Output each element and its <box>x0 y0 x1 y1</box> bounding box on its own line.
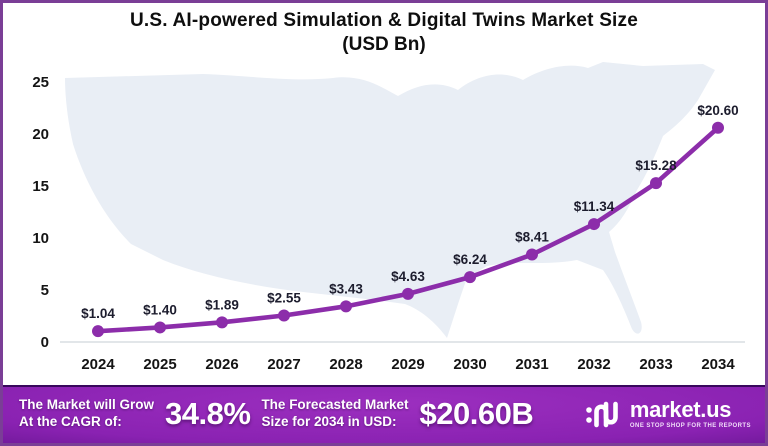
data-label-2027: $2.55 <box>267 290 301 305</box>
data-label-2028: $3.43 <box>329 281 363 296</box>
data-point-2027 <box>278 309 290 322</box>
data-point-2034 <box>712 121 724 134</box>
x-axis-label-2026: 2026 <box>205 356 238 373</box>
forecast-label-line1: The Forecasted Market <box>261 397 409 413</box>
x-axis-label-2024: 2024 <box>81 356 115 373</box>
chart-title: U.S. AI-powered Simulation & Digital Twi… <box>129 10 639 31</box>
data-label-2025: $1.40 <box>143 302 177 317</box>
y-tick-label-20: 20 <box>32 126 49 143</box>
x-axis-label-2033: 2033 <box>639 356 672 373</box>
data-label-2024: $1.04 <box>81 306 115 321</box>
x-axis-label-2027: 2027 <box>267 356 300 373</box>
data-point-2025 <box>154 321 166 334</box>
chart-subtitle: (USD Bn) <box>342 33 426 55</box>
cagr-label-line1: The Market will Grow <box>19 397 155 413</box>
usa-map-background <box>65 62 715 338</box>
x-axis-label-2025: 2025 <box>143 356 176 373</box>
data-label-2030: $6.24 <box>453 252 487 267</box>
data-point-2032 <box>588 218 600 231</box>
data-point-2033 <box>650 177 662 190</box>
data-point-2028 <box>340 300 352 313</box>
data-label-2033: $15.28 <box>635 158 677 173</box>
marketus-logo-text-block: market.us ONE STOP SHOP FOR THE REPORTS <box>629 397 751 430</box>
x-axis-label-2029: 2029 <box>391 356 424 373</box>
y-tick-label-5: 5 <box>41 282 49 299</box>
x-axis-label-2028: 2028 <box>329 356 362 373</box>
cagr-label: The Market will Grow At the CAGR of: <box>19 397 154 431</box>
forecast-label-line2: Size for 2034 in USD: <box>261 414 397 429</box>
footer-banner: The Market will Grow At the CAGR of: 34.… <box>3 385 765 443</box>
marketus-logo: market.us ONE STOP SHOP FOR THE REPORTS <box>584 397 751 431</box>
chart-area: 0 5 10 15 20 25 $1.04 2024 $1.40 2025 $1.89 2026 $2.… <box>3 60 765 385</box>
forecast-value: $20.60B <box>419 396 534 431</box>
y-tick-label-15: 15 <box>32 178 49 195</box>
data-label-2029: $4.63 <box>391 269 425 284</box>
data-point-2030 <box>464 271 476 284</box>
data-point-2024 <box>92 325 104 338</box>
cagr-value: 34.8% <box>165 396 251 431</box>
y-tick-label-10: 10 <box>32 230 49 247</box>
x-axis-label-2034: 2034 <box>701 356 735 373</box>
market-size-line-chart: 0510152025$1.042024$1.402025$1.892026$2.… <box>32 62 745 373</box>
marketus-tagline: ONE STOP SHOP FOR THE REPORTS <box>629 423 751 429</box>
forecast-label: The Forecasted Market Size for 2034 in U… <box>261 397 408 431</box>
marketus-logo-text: market.us <box>629 397 732 422</box>
y-tick-label-0: 0 <box>41 334 49 351</box>
x-axis-label-2030: 2030 <box>453 356 486 373</box>
y-tick-label-25: 25 <box>32 74 49 91</box>
x-axis-label-2031: 2031 <box>515 356 548 373</box>
title-block: U.S. AI-powered Simulation & Digital Twi… <box>3 3 765 60</box>
x-axis-label-2032: 2032 <box>577 356 610 373</box>
data-label-2026: $1.89 <box>205 297 239 312</box>
data-point-2029 <box>402 287 414 300</box>
cagr-label-line2: At the CAGR of: <box>19 414 122 429</box>
data-point-2031 <box>526 248 538 261</box>
data-label-2034: $20.60 <box>697 103 738 118</box>
marketus-logo-icon <box>586 401 618 428</box>
data-label-2031: $8.41 <box>515 230 549 245</box>
data-label-2032: $11.34 <box>574 199 615 214</box>
data-point-2026 <box>216 316 228 329</box>
